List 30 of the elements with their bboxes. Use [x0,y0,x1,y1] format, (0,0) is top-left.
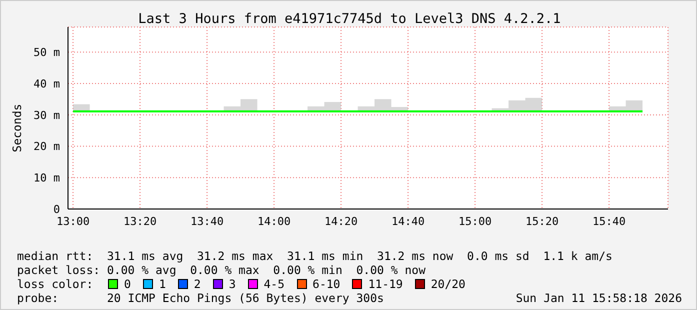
y-tick-label: 50 m [34,46,60,60]
x-tick-label: 13:20 [123,214,157,228]
text: probe: 20 ICMP Echo Pings (56 Bytes) every 300s [17,291,384,305]
text: median rtt: 31.1 ms avg 31.2 ms max 31.1 ms min 31.2 ms now 0.0 ms sd 1.1 k am/s [17,249,612,263]
text: 2 [192,277,201,291]
text: 3 [228,277,236,291]
text: Sun Jan 11 15:58:18 2026 [516,291,682,305]
x-tick-label: 13:00 [56,214,90,228]
x-tick-label: 14:20 [324,214,358,228]
text: 0 [123,277,131,291]
text: packet loss: 0.00 % avg 0.00 % max 0.00 % min 0.00 % now [17,263,426,277]
x-tick-label: 14:00 [257,214,291,228]
text: 4-5 [262,277,285,291]
text: 20/20 [430,277,466,291]
x-tick-label: 15:40 [592,214,626,228]
x-tick-label: 15:00 [458,214,492,228]
y-tick-label: 20 m [34,140,60,154]
y-tick-label: 10 m [34,172,60,185]
y-axis-title: Seconds [10,102,24,154]
text: 6-10 [312,277,340,291]
text: 11-19 [367,277,403,291]
y-tick-label: 40 m [34,77,60,90]
x-tick-label: 14:40 [391,214,425,228]
y-tick-label: 30 m [34,108,60,122]
x-tick-label: 15:20 [525,214,559,228]
chart-title: Last 3 Hours from e41971c7745d to Level3 DNS 4.2.2.1 [137,11,562,27]
y-tick-label: 0 [53,202,60,216]
x-tick-label: 13:40 [190,214,224,228]
text: 1 [158,277,166,291]
text: loss color: [17,277,94,291]
